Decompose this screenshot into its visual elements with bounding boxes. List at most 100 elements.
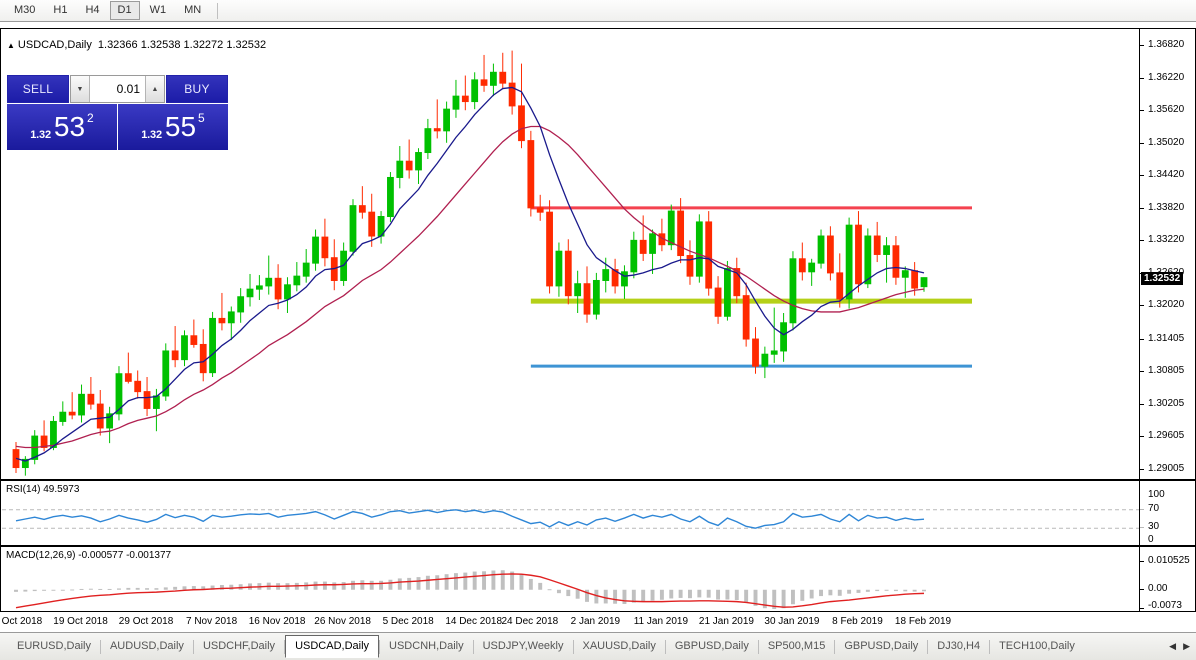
buy-price-box[interactable]: 1.32 55 5 [118, 104, 228, 150]
date-axis-label: 8 Feb 2019 [832, 616, 883, 627]
current-price-tag: 1.32532 [1141, 271, 1184, 285]
chart-tab-tech100-daily[interactable]: TECH100,Daily [999, 640, 1075, 652]
timeframe-button-m30[interactable]: M30 [14, 4, 36, 16]
tab-separator [664, 639, 666, 654]
sell-button[interactable]: SELL [7, 75, 69, 103]
price-axis-label: 1.34420 [1148, 169, 1185, 181]
buy-price-main: 55 [164, 111, 197, 142]
tab-separator [989, 639, 991, 654]
rsi-axis-label: 30 [1148, 521, 1160, 533]
chart-tab-usdcad-daily[interactable]: USDCAD,Daily [285, 635, 380, 658]
chart-tab-xauusd-daily[interactable]: XAUUSD,Daily [582, 640, 656, 652]
price-axis-label: 1.30205 [1148, 397, 1185, 409]
timeframe-button-mn[interactable]: MN [184, 4, 202, 16]
tab-separator [572, 639, 574, 654]
rsi-line-chart [2, 509, 1140, 529]
price-axis-tick [1140, 305, 1144, 307]
chart-tab-usdjpy-weekly[interactable]: USDJPY,Weekly [482, 640, 564, 652]
chart-tab-sp500-m15[interactable]: SP500,M15 [767, 640, 826, 652]
price-axis-tick [1140, 142, 1144, 144]
collapse-triangle-icon[interactable]: ▲ [7, 41, 15, 50]
chart-tab-audusd-daily[interactable]: AUDUSD,Daily [109, 640, 184, 652]
date-axis-label: 5 Dec 2018 [382, 616, 434, 627]
macd-indicator-pane[interactable]: 0.010525 0.00 -0.0073 MACD(12,26,9) -0.000… [0, 546, 1196, 612]
price-axis-tick [1140, 468, 1144, 470]
timeframe-toolbar: M30 H1 H4 D1 W1 MN [0, 0, 1196, 22]
tab-separator [757, 639, 759, 654]
chart-tab-gbpusd-daily[interactable]: GBPUSD,Daily [844, 640, 919, 652]
rsi-indicator-pane[interactable]: 100 70 30 0 RSI(14) 49.5973 [0, 480, 1196, 546]
price-axis-tick [1140, 77, 1144, 79]
date-axis-label: 16 Nov 2018 [248, 616, 306, 627]
symbol-name: USDCAD,Daily [17, 39, 92, 51]
timeframe-button-d1[interactable]: D1 [109, 1, 140, 20]
chart-tab-strip: EURUSD,Daily AUDUSD,Daily USDCHF,Daily USDC… [0, 632, 1196, 660]
macd-axis-tick [1140, 608, 1144, 609]
price-axis-label: 1.29005 [1148, 462, 1185, 474]
rsi-plot-area [2, 482, 1140, 546]
date-axis-label: 11 Jan 2019 [633, 616, 689, 627]
price-axis-label: 1.35620 [1148, 104, 1185, 116]
chart-frame: 1.36820 1.36220 1.35620 1.35020 1.34420 1.338… [0, 22, 1196, 632]
date-axis-label: 14 Dec 2018 [445, 616, 503, 627]
volume-value[interactable]: 0.01 [116, 82, 140, 96]
chart-tab-usdcnh-daily[interactable]: USDCNH,Daily [389, 640, 464, 652]
timeframe-button-h4[interactable]: H4 [85, 4, 100, 16]
chart-tab-dj30-h4[interactable]: DJ30,H4 [937, 640, 981, 652]
timeframe-button-w1[interactable]: W1 [149, 4, 167, 16]
price-axis-tick [1140, 338, 1144, 340]
price-axis-label: 1.35020 [1148, 136, 1185, 148]
price-chart-pane[interactable]: 1.36820 1.36220 1.35620 1.35020 1.34420 1.338… [0, 28, 1196, 480]
macd-axis-label: 0.010525 [1148, 555, 1190, 566]
buy-price-prefix: 1.32 [141, 129, 162, 141]
tab-scroll-next-icon[interactable]: ▶ [1183, 641, 1190, 651]
sell-price-fraction: 2 [87, 111, 94, 125]
trade-panel-top-row: SELL ▼ 0.01 ▲ BUY [7, 75, 228, 103]
tab-separator [284, 639, 286, 654]
rsi-axis-label: 70 [1148, 502, 1160, 514]
chart-tab-eurusd-daily[interactable]: EURUSD,Daily [17, 640, 91, 652]
trade-panel-prices: 1.32 53 2 1.32 55 5 [7, 104, 228, 150]
tab-scroll-prev-icon[interactable]: ◀ [1169, 641, 1177, 651]
rsi-axis-tick [1140, 527, 1144, 529]
date-axis-label: 24 Dec 2018 [501, 616, 559, 627]
price-axis-label: 1.32020 [1148, 299, 1185, 311]
date-axis-label: 18 Feb 2019 [894, 616, 952, 627]
symbol-header: ▲ USDCAD,Daily 1.32366 1.32538 1.32272 1.3… [7, 39, 266, 51]
price-axis-label: 1.33220 [1148, 234, 1185, 246]
macd-caption: MACD(12,26,9) -0.000577 -0.001377 [6, 550, 172, 561]
price-axis-tick [1140, 240, 1144, 242]
macd-plot-area [2, 548, 1140, 612]
volume-field[interactable]: ▼ 0.01 ▲ [70, 75, 165, 103]
price-axis-label: 1.36220 [1148, 71, 1185, 83]
chart-tab-usdchf-daily[interactable]: USDCHF,Daily [202, 640, 276, 652]
buy-price-fraction: 5 [198, 111, 205, 125]
price-axis-tick [1140, 207, 1144, 209]
toolbar-divider [217, 2, 219, 19]
price-axis-label: 1.30805 [1148, 365, 1185, 377]
chart-tab-gbpusd-daily[interactable]: GBPUSD,Daily [674, 640, 749, 652]
tab-separator [834, 639, 836, 654]
date-axis-label: 21 Jan 2019 [698, 616, 754, 627]
price-axis-label: 1.36820 [1148, 39, 1185, 51]
tab-separator [99, 639, 101, 654]
price-axis-tick [1140, 175, 1144, 177]
macd-chart [14, 570, 926, 609]
volume-decrement-icon[interactable]: ▼ [71, 76, 90, 102]
rsi-caption: RSI(14) 49.5973 [6, 484, 80, 495]
price-axis-label: 1.33820 [1148, 201, 1185, 213]
rsi-axis: 100 70 30 0 [1139, 481, 1195, 545]
one-click-trade-panel[interactable]: SELL ▼ 0.01 ▲ BUY 1.32 53 2 1.32 [7, 75, 228, 150]
rsi-axis-label: 100 [1148, 489, 1165, 500]
timeframe-button-h1[interactable]: H1 [53, 4, 68, 16]
sell-price-box[interactable]: 1.32 53 2 [7, 104, 117, 150]
tab-separator [472, 639, 474, 654]
macd-axis-tick [1140, 588, 1144, 590]
buy-button[interactable]: BUY [166, 75, 228, 103]
date-axis-label: 29 Oct 2018 [118, 616, 174, 627]
date-axis-label: 2 Jan 2019 [570, 616, 621, 627]
price-axis-tick [1140, 371, 1144, 373]
volume-increment-icon[interactable]: ▲ [145, 76, 164, 102]
price-plot-area[interactable] [2, 30, 1140, 480]
